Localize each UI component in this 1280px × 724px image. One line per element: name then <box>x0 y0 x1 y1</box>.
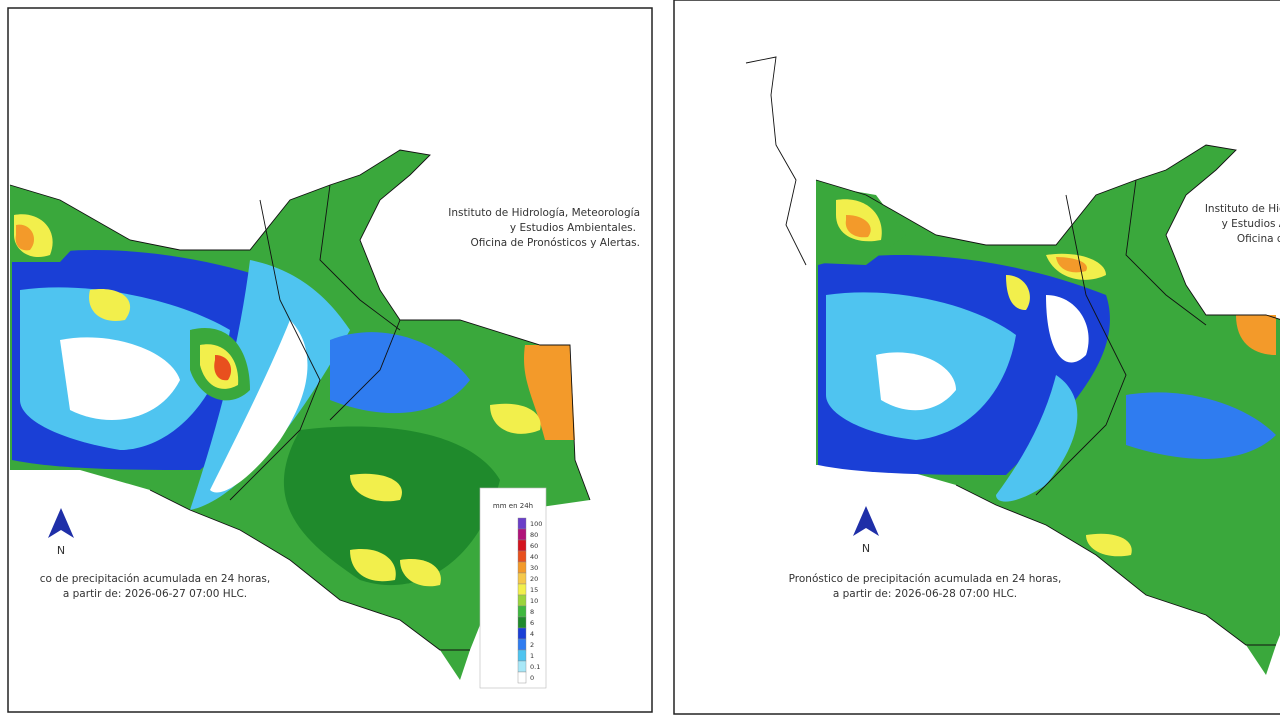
forecast-caption: a partir de: 2026-06-28 07:00 HLC. <box>833 588 1017 600</box>
legend-label: 8 <box>530 608 534 616</box>
legend-label: 10 <box>530 597 538 605</box>
legend-swatch <box>517 572 527 585</box>
forecast-caption: co de precipitación acumulada en 24 hora… <box>40 573 270 585</box>
institution-text: Instituto de Hidrología, Meteorología <box>448 207 640 219</box>
institution-text: Oficina de Pronósticos y Alertas. <box>471 237 641 249</box>
legend-swatch <box>517 671 527 684</box>
legend-label: 20 <box>530 575 538 583</box>
north-label: N <box>57 544 65 557</box>
legend-label: 100 <box>530 520 542 528</box>
legend-label: 6 <box>530 619 534 627</box>
institution-text: y Estudios Ambientales. <box>510 222 636 234</box>
legend-swatch <box>517 605 527 618</box>
panel-frame <box>673 0 1280 715</box>
map-right <box>745 56 1280 675</box>
legend-swatch <box>517 616 527 629</box>
legend-swatch <box>517 561 527 574</box>
legend-swatch <box>517 638 527 651</box>
legend-swatch <box>517 550 527 563</box>
legend: mm en 24h 100 80 60 40 30 20 15 10 8 6 4 2 1 0.1 0 <box>479 487 547 689</box>
forecast-caption: Pronóstico de precipitación acumulada en… <box>789 573 1062 585</box>
legend-label: 0.1 <box>530 663 540 671</box>
legend-label: 40 <box>530 553 538 561</box>
legend-swatch <box>517 594 527 607</box>
legend-swatch <box>517 660 527 673</box>
north-arrow <box>48 508 74 538</box>
legend-title: mm en 24h <box>493 502 533 510</box>
legend-swatch <box>517 627 527 640</box>
legend-label: 30 <box>530 564 538 572</box>
legend-swatch <box>517 649 527 662</box>
institution-text: y Estudios A <box>1222 218 1280 230</box>
panel-right: Instituto de Hidr y Estudios A Oficina de P… <box>789 203 1280 600</box>
legend-label: 80 <box>530 531 538 539</box>
legend-swatch <box>517 528 527 541</box>
panel-left: Instituto de Hidrología, Meteorología y E… <box>40 207 640 600</box>
institution-text: Oficina de <box>1237 233 1280 245</box>
legend-label: 1 <box>530 652 534 660</box>
forecast-caption: a partir de: 2026-06-27 07:00 HLC. <box>63 588 247 600</box>
legend-label: 60 <box>530 542 538 550</box>
legend-swatch <box>517 539 527 552</box>
legend-label: 15 <box>530 586 538 594</box>
legend-box <box>479 487 547 689</box>
panel-frame <box>7 7 653 713</box>
legend-label: 4 <box>530 630 534 638</box>
institution-text: Instituto de Hidr <box>1205 203 1280 215</box>
north-label: N <box>862 542 870 555</box>
map-left <box>9 149 591 680</box>
legend-label: 0 <box>530 674 534 682</box>
legend-swatch <box>517 583 527 596</box>
north-arrow <box>853 506 879 536</box>
legend-swatch <box>517 517 527 530</box>
legend-label: 2 <box>530 641 534 649</box>
